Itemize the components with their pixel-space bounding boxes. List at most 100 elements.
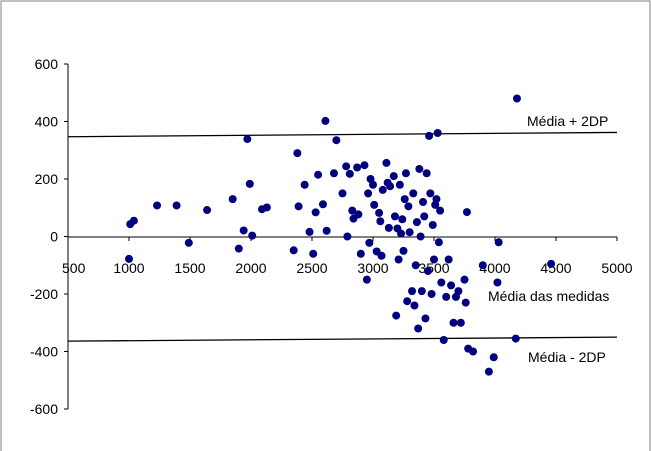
x-tick-label: 4500: [540, 260, 571, 276]
y-tick-label: 0: [50, 229, 58, 245]
annotations: Média + 2DP Média das medidas Média - 2D…: [488, 113, 609, 365]
data-point: [456, 318, 465, 327]
data-point: [386, 182, 395, 191]
data-point: [343, 232, 352, 241]
data-point: [184, 238, 193, 247]
data-point: [203, 206, 212, 215]
annotation-upper-limit: Média + 2DP: [527, 113, 608, 129]
data-point: [239, 226, 248, 235]
x-ticks: 500 1000 1500 2000 2500 3000 3500 4000 4500 5000: [62, 237, 633, 276]
data-point: [172, 201, 181, 210]
data-point: [401, 169, 410, 178]
data-point: [338, 189, 347, 198]
data-point: [392, 311, 401, 320]
data-point: [318, 200, 327, 209]
data-point: [444, 255, 453, 264]
data-point: [460, 275, 469, 284]
data-point: [364, 189, 373, 198]
reference-line: [67, 131, 618, 138]
data-point: [348, 206, 357, 215]
data-point: [512, 94, 521, 103]
y-tick-label: 600: [35, 56, 59, 72]
data-point: [322, 226, 331, 235]
data-point: [439, 336, 448, 344]
data-point: [399, 246, 408, 255]
data-point: [228, 195, 237, 204]
data-point: [384, 223, 393, 232]
data-point: [420, 212, 429, 221]
reference-line: [67, 336, 618, 342]
data-point: [362, 275, 371, 284]
y-tick-label: -600: [30, 401, 58, 417]
data-point: [405, 228, 414, 237]
data-point: [153, 201, 162, 210]
data-point: [432, 195, 441, 204]
data-point: [375, 208, 384, 217]
data-point: [353, 163, 362, 172]
data-point: [428, 221, 437, 229]
y-tick-label: -200: [30, 286, 58, 302]
data-point: [314, 170, 323, 179]
data-point: [289, 246, 298, 255]
data-points: [125, 94, 556, 376]
data-point: [404, 202, 413, 211]
data-point: [426, 189, 435, 198]
data-point: [493, 278, 502, 287]
data-point: [489, 353, 498, 362]
x-tick-label: 2500: [296, 260, 327, 276]
data-point: [234, 244, 243, 253]
x-tick-label: 5000: [601, 260, 632, 276]
reference-lines: [67, 131, 618, 342]
data-point: [478, 261, 487, 270]
data-point: [449, 318, 458, 327]
x-tick-label: 2000: [235, 260, 266, 276]
data-point: [398, 215, 407, 224]
data-point: [369, 180, 377, 189]
data-point: [415, 164, 424, 173]
y-tick-label: 200: [35, 171, 59, 187]
data-point: [397, 229, 406, 238]
data-point: [436, 206, 445, 215]
data-point: [400, 195, 409, 204]
data-point: [294, 202, 303, 211]
data-point: [422, 169, 431, 178]
data-point: [425, 131, 434, 140]
data-point: [129, 216, 138, 225]
data-point: [345, 169, 354, 178]
data-point: [390, 212, 399, 221]
x-tick-label: 3000: [357, 260, 388, 276]
data-point: [389, 172, 398, 181]
data-point: [370, 200, 379, 209]
data-point: [454, 287, 463, 296]
data-point: [300, 180, 309, 189]
data-point: [511, 334, 520, 343]
y-tick-label: 400: [35, 114, 59, 130]
data-point: [311, 208, 320, 217]
data-point: [342, 162, 351, 171]
data-point: [245, 179, 254, 188]
data-point: [356, 249, 365, 258]
data-point: [403, 297, 412, 306]
x-tick-label: 1500: [174, 260, 205, 276]
data-point: [417, 287, 426, 296]
data-point: [484, 367, 493, 376]
data-point: [305, 227, 314, 236]
data-point: [427, 290, 436, 298]
y-ticks: -600 -400 -200 0 200 400 600: [30, 56, 68, 417]
data-point: [309, 249, 318, 258]
data-point: [376, 217, 385, 226]
data-point: [437, 278, 446, 287]
data-point: [442, 292, 451, 301]
data-point: [421, 314, 430, 323]
data-point: [354, 210, 363, 219]
data-point: [409, 189, 418, 198]
data-point: [423, 267, 432, 275]
data-point: [329, 169, 338, 178]
data-point: [414, 324, 423, 333]
data-point: [462, 208, 471, 217]
data-point: [412, 218, 421, 227]
data-point: [416, 232, 425, 241]
